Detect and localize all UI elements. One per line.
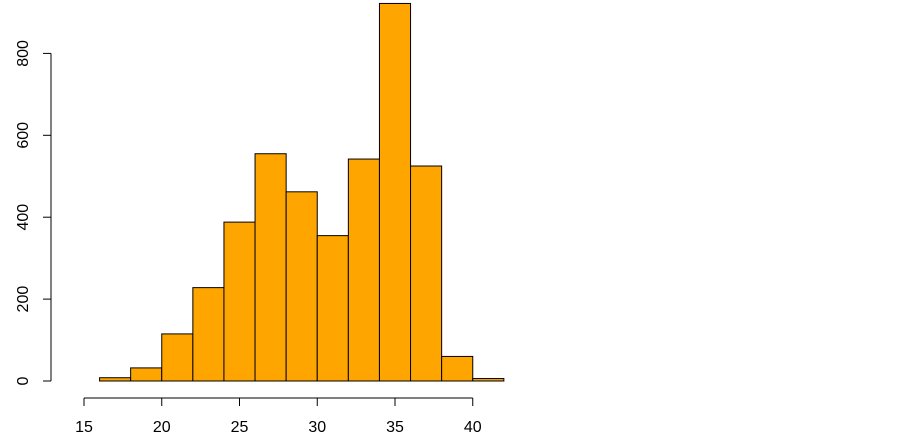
y-tick-label: 800 bbox=[15, 40, 32, 67]
histogram-bar bbox=[99, 377, 132, 382]
histogram-bar bbox=[472, 378, 505, 382]
histogram-bar bbox=[285, 191, 318, 382]
histogram-bar bbox=[254, 153, 287, 382]
histogram-bar bbox=[347, 158, 380, 382]
y-axis: 0 200 400 600 800 bbox=[15, 40, 52, 385]
histogram-bar bbox=[316, 235, 349, 382]
x-tick-label: 30 bbox=[308, 419, 326, 436]
x-axis: 15 20 25 30 35 40 bbox=[75, 397, 482, 436]
histogram-bar bbox=[161, 333, 194, 382]
histogram-bar bbox=[441, 355, 474, 382]
x-tick-label: 20 bbox=[153, 419, 171, 436]
y-tick-label: 400 bbox=[15, 204, 32, 231]
y-tick-label: 200 bbox=[15, 286, 32, 313]
histogram-bar bbox=[192, 287, 225, 382]
x-tick-label: 25 bbox=[231, 419, 249, 436]
histogram-bar bbox=[378, 2, 412, 382]
x-tick-label: 15 bbox=[75, 419, 93, 436]
x-tick-label: 40 bbox=[464, 419, 482, 436]
x-tick-label: 35 bbox=[386, 419, 404, 436]
y-tick-label: 0 bbox=[15, 376, 32, 385]
histogram-bars bbox=[99, 2, 505, 382]
histogram-bar bbox=[130, 367, 163, 382]
histogram-bar bbox=[223, 221, 256, 382]
y-tick-label: 600 bbox=[15, 122, 32, 149]
histogram-bar bbox=[410, 165, 443, 382]
